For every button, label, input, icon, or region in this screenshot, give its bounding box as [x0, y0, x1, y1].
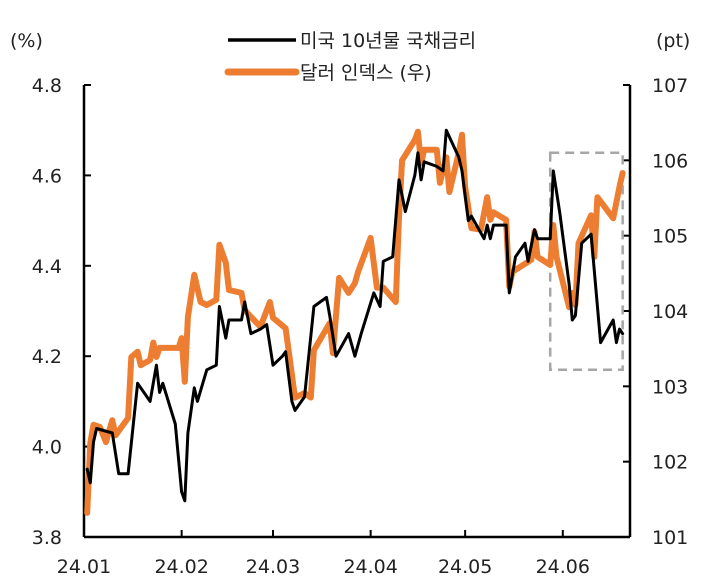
x-tick-label: 24.02: [154, 556, 208, 578]
legend: 미국 10년물 국채금리 달러 인덱스 (우): [224, 30, 476, 84]
x-tick-label: 24.04: [343, 556, 397, 578]
axes: 3.8 4.0 4.2 4.4 4.6 4.8 101 102 103 104 105 106 107 2…: [32, 75, 688, 578]
left-axis-unit: (%): [10, 30, 43, 52]
series-lines: [84, 128, 626, 516]
series-line: [85, 128, 625, 503]
legend-label-yield: 미국 10년물 국채금리: [300, 30, 476, 52]
right-tick-label: 104: [652, 301, 688, 323]
annotations: [548, 151, 624, 372]
right-tick-label: 106: [652, 150, 688, 172]
x-tick-label: 24.01: [57, 556, 111, 578]
highlight-dashed-box: [548, 151, 624, 372]
right-tick-label: 105: [652, 226, 688, 248]
series-us10y: [85, 128, 625, 503]
left-tick-label: 4.8: [32, 75, 62, 97]
legend-label-dollar: 달러 인덱스 (우): [300, 62, 432, 84]
right-tick-label: 107: [652, 75, 688, 97]
right-tick-label: 101: [652, 527, 688, 549]
right-tick-label: 103: [652, 376, 688, 398]
series-dollar-index: [84, 128, 626, 516]
series-line: [84, 128, 626, 516]
x-tick-label: 24.05: [438, 556, 492, 578]
left-tick-label: 3.8: [32, 527, 62, 549]
left-tick-label: 4.4: [32, 256, 62, 278]
left-tick-label: 4.0: [32, 437, 62, 459]
left-tick-label: 4.6: [32, 165, 62, 187]
left-tick-label: 4.2: [32, 346, 62, 368]
right-axis-unit: (pt): [656, 30, 690, 52]
right-tick-label: 102: [652, 452, 688, 474]
x-tick-label: 24.03: [246, 556, 300, 578]
x-tick-label: 24.06: [536, 556, 590, 578]
